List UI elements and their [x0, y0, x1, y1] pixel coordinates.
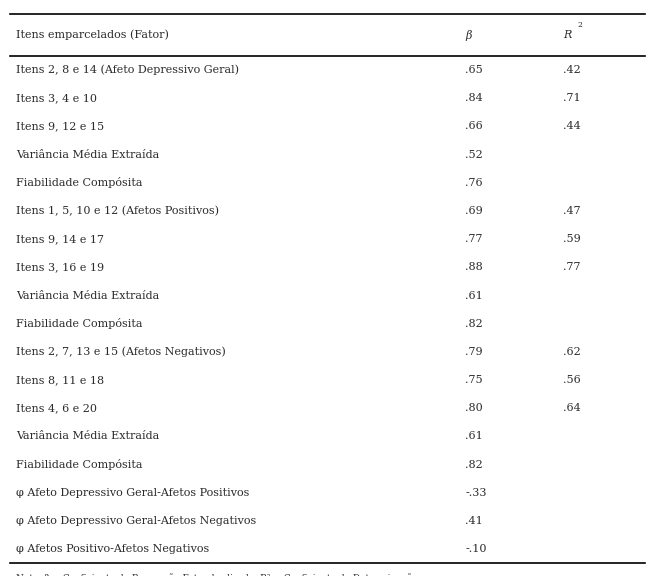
- Text: .69: .69: [465, 206, 483, 216]
- Text: φ Afetos Positivo-Afetos Negativos: φ Afetos Positivo-Afetos Negativos: [16, 544, 210, 554]
- Text: .52: .52: [465, 150, 483, 160]
- Text: .75: .75: [465, 375, 483, 385]
- Text: Variância Média Extraída: Variância Média Extraída: [16, 150, 160, 160]
- Text: Fiabilidade Compósita: Fiabilidade Compósita: [16, 177, 143, 188]
- Text: Itens 9, 14 e 17: Itens 9, 14 e 17: [16, 234, 104, 244]
- Text: .77: .77: [465, 234, 483, 244]
- Text: .80: .80: [465, 403, 483, 413]
- Text: .82: .82: [465, 460, 483, 469]
- Text: Itens 8, 11 e 18: Itens 8, 11 e 18: [16, 375, 105, 385]
- Text: .64: .64: [563, 403, 581, 413]
- Text: .44: .44: [563, 122, 581, 131]
- Text: .42: .42: [563, 65, 581, 75]
- Text: .77: .77: [563, 262, 581, 272]
- Text: .79: .79: [465, 347, 483, 357]
- Text: .66: .66: [465, 122, 483, 131]
- Text: .47: .47: [563, 206, 581, 216]
- Text: .88: .88: [465, 262, 483, 272]
- Text: .84: .84: [465, 93, 483, 103]
- Text: Fiabilidade Compósita: Fiabilidade Compósita: [16, 318, 143, 329]
- Text: Variância Média Extraída: Variância Média Extraída: [16, 290, 160, 301]
- Text: Itens emparcelados (Fator): Itens emparcelados (Fator): [16, 30, 169, 40]
- Text: 2: 2: [578, 21, 582, 29]
- Text: Itens 2, 7, 13 e 15 (Afetos Negativos): Itens 2, 7, 13 e 15 (Afetos Negativos): [16, 347, 226, 357]
- Text: R: R: [563, 30, 572, 40]
- Text: -.33: -.33: [465, 488, 487, 498]
- Text: Fiabilidade Compósita: Fiabilidade Compósita: [16, 459, 143, 470]
- Text: .82: .82: [465, 319, 483, 329]
- Text: φ Afeto Depressivo Geral-Afetos Positivos: φ Afeto Depressivo Geral-Afetos Positivo…: [16, 488, 250, 498]
- Text: -.10: -.10: [465, 544, 487, 554]
- Text: Itens 2, 8 e 14 (Afeto Depressivo Geral): Itens 2, 8 e 14 (Afeto Depressivo Geral): [16, 65, 239, 75]
- Text: Itens 9, 12 e 15: Itens 9, 12 e 15: [16, 122, 105, 131]
- Text: .76: .76: [465, 178, 483, 188]
- Text: .61: .61: [465, 431, 483, 441]
- Text: Itens 3, 4 e 10: Itens 3, 4 e 10: [16, 93, 98, 103]
- Text: .59: .59: [563, 234, 581, 244]
- Text: φ Afeto Depressivo Geral-Afetos Negativos: φ Afeto Depressivo Geral-Afetos Negativo…: [16, 516, 257, 526]
- Text: .56: .56: [563, 375, 581, 385]
- Text: .71: .71: [563, 93, 581, 103]
- Text: Variância Média Extraída: Variância Média Extraída: [16, 431, 160, 441]
- Text: .61: .61: [465, 290, 483, 301]
- Text: .62: .62: [563, 347, 581, 357]
- Text: Itens 4, 6 e 20: Itens 4, 6 e 20: [16, 403, 98, 413]
- Text: .41: .41: [465, 516, 483, 526]
- Text: Itens 3, 16 e 19: Itens 3, 16 e 19: [16, 262, 105, 272]
- Text: β: β: [465, 29, 472, 41]
- Text: Nota. β = Coeficiente de Regressão Estandardizado; R² = Coeficiente de Determina: Nota. β = Coeficiente de Regressão Estan…: [16, 574, 421, 576]
- Text: .65: .65: [465, 65, 483, 75]
- Text: Itens 1, 5, 10 e 12 (Afetos Positivos): Itens 1, 5, 10 e 12 (Afetos Positivos): [16, 206, 219, 216]
